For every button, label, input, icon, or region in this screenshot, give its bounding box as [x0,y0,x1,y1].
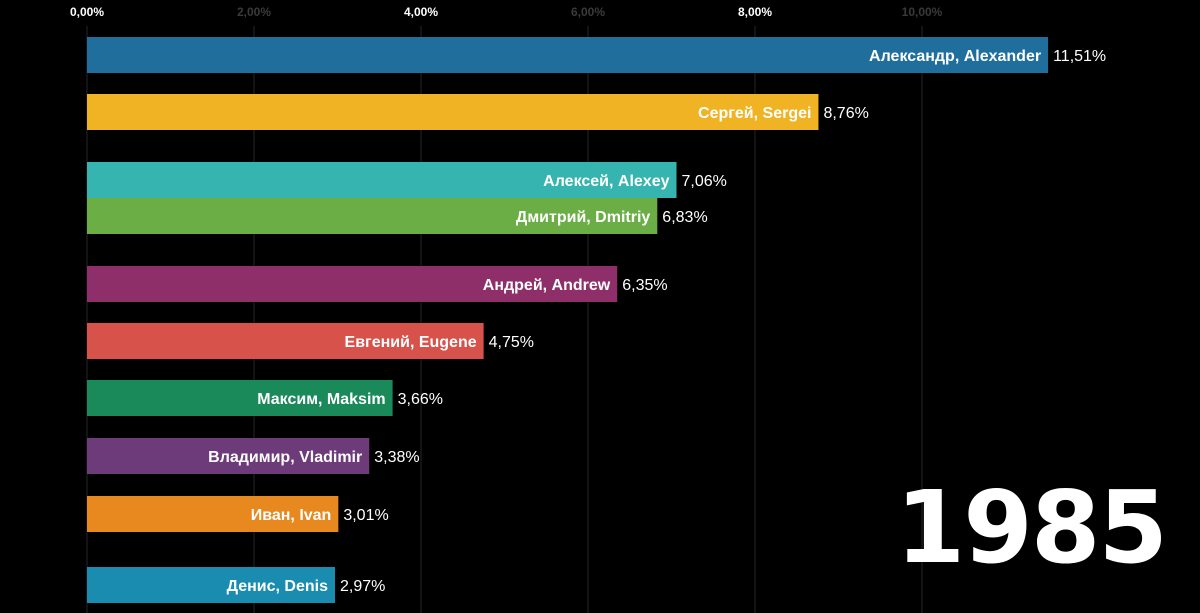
bar [87,198,658,234]
bar [87,94,819,130]
x-axis-ticks: 0,00% 2,00% 4,00% 6,00% 8,00% 10,00% [70,5,943,19]
bar-category-label: Дмитрий, Dmitriy [516,209,650,226]
x-tick-label: 2,00% [237,5,271,19]
bar-value-label: 4,75% [489,334,534,351]
bar-value-label: 6,83% [662,209,707,226]
bar-category-label: Алексей, Alexey [543,173,669,190]
bar-value-label: 3,01% [343,507,388,524]
bar [87,496,339,532]
bar-category-label: Андрей, Andrew [483,277,611,294]
bar-value-label: 3,66% [398,391,443,408]
bar-category-label: Денис, Denis [227,578,328,595]
bar-category-label: Иван, Ivan [251,507,332,524]
bar-value-label: 11,51% [1053,48,1106,65]
bar-value-label: 8,76% [823,105,868,122]
x-tick-label: 0,00% [70,5,104,19]
bar-value-label: 6,35% [622,277,667,294]
x-tick-label: 4,00% [404,5,438,19]
bar-category-label: Александр, Alexander [869,48,1041,65]
bar-category-label: Владимир, Vladimir [208,449,362,466]
x-tick-label: 10,00% [902,5,943,19]
bar [87,380,393,416]
year-label: 1985 [895,469,1168,586]
bar [87,37,1049,73]
bar [87,162,677,198]
bar [87,266,618,302]
x-tick-label: 8,00% [738,5,772,19]
bar [87,567,335,603]
bar [87,323,484,359]
bar-category-label: Максим, Maksim [257,391,385,408]
bar-value-label: 7,06% [682,173,727,190]
bar-category-label: Евгений, Eugene [345,334,477,351]
x-tick-label: 6,00% [571,5,605,19]
bar [87,438,370,474]
bar-value-label: 2,97% [340,578,385,595]
bar-value-label: 3,38% [374,449,419,466]
bar-category-label: Сергей, Sergei [698,105,811,122]
bars: Александр, Alexander 11,51% Сергей, Sergei… [87,37,1106,603]
